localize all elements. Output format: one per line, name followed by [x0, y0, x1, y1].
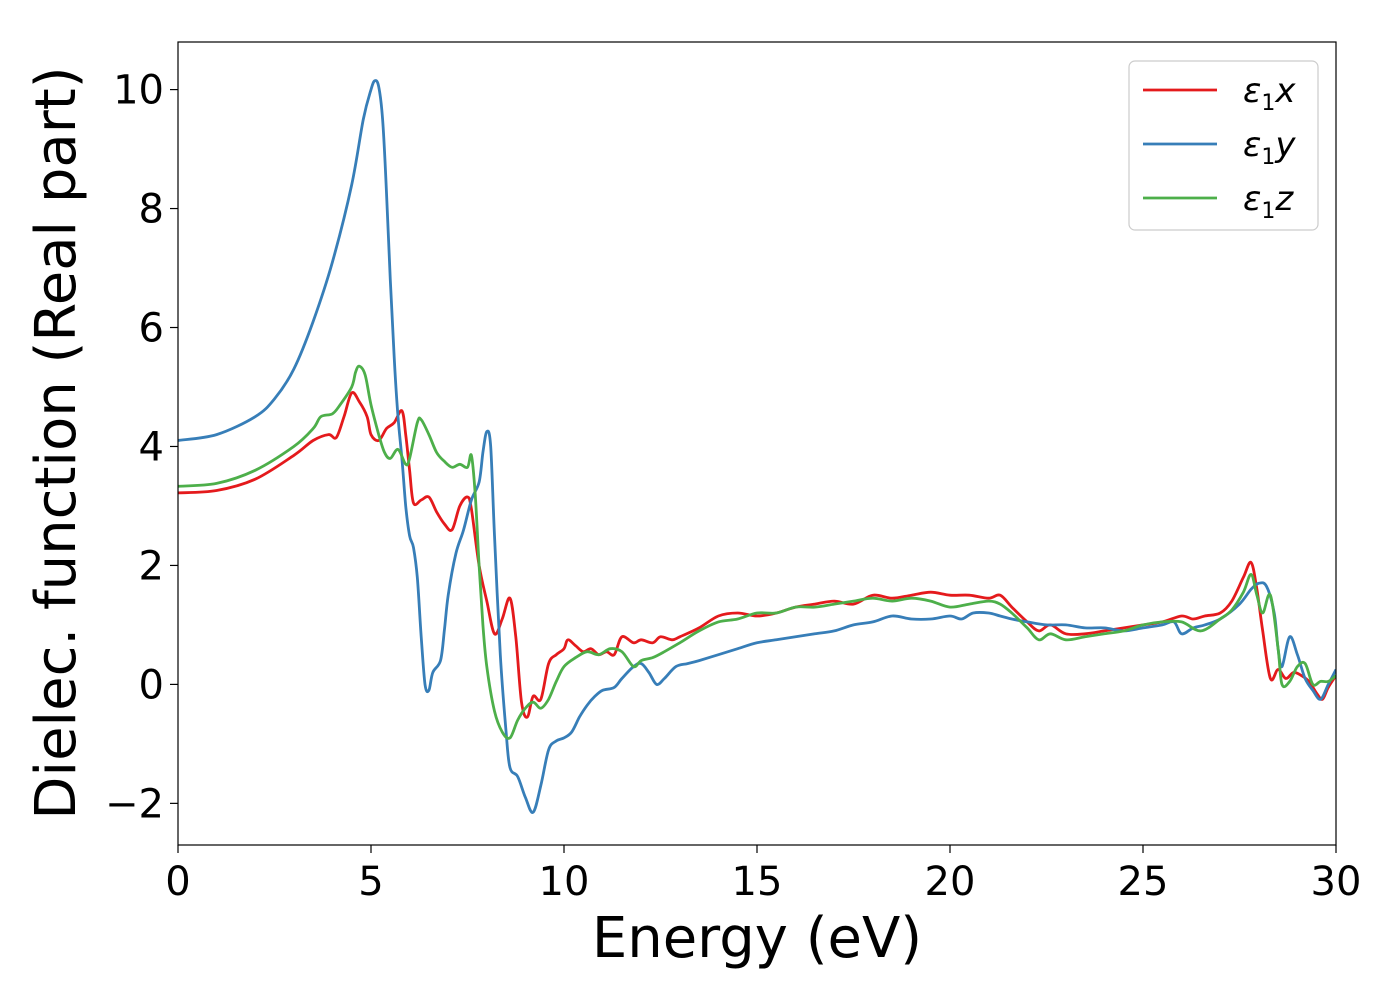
- legend-label-y: ε1y: [1243, 125, 1296, 170]
- legend-subscript: 1: [1261, 91, 1275, 116]
- y-tick-label: 6: [139, 306, 164, 352]
- y-tick-label: 10: [113, 68, 164, 114]
- series-line-x: [178, 391, 1336, 719]
- legend-base: ε: [1243, 179, 1261, 219]
- y-axis: −2 0 2 4 6 8 10: [105, 68, 178, 827]
- x-tick-label: 15: [732, 859, 783, 905]
- legend-tail: z: [1274, 179, 1294, 219]
- legend-label-x: ε1x: [1243, 71, 1296, 116]
- legend-label-z: ε1z: [1243, 179, 1294, 224]
- y-tick-label: 0: [139, 662, 164, 708]
- x-axis-title: Energy (eV): [592, 906, 922, 971]
- legend-base: ε: [1243, 71, 1261, 111]
- x-tick-label: 30: [1311, 859, 1362, 905]
- legend-tail: y: [1274, 125, 1296, 165]
- x-tick-label: 20: [925, 859, 976, 905]
- y-tick-label: −2: [105, 781, 164, 827]
- legend-box: [1128, 60, 1319, 231]
- y-tick-label: 4: [139, 424, 164, 470]
- legend-subscript: 1: [1261, 199, 1275, 224]
- legend-subscript: 1: [1261, 145, 1275, 170]
- y-tick-label: 2: [139, 543, 164, 589]
- legend-tail: x: [1274, 71, 1296, 111]
- x-tick-label: 10: [539, 859, 590, 905]
- series-line-z: [178, 364, 1336, 740]
- series-layer: [178, 79, 1336, 814]
- x-tick-label: 0: [165, 859, 190, 905]
- y-tick-label: 8: [139, 187, 164, 233]
- y-axis-title: Dielec. function (Real part): [24, 66, 89, 819]
- x-tick-label: 25: [1118, 859, 1169, 905]
- legend-base: ε: [1243, 125, 1261, 165]
- x-axis: 0 5 10 15 20 25 30: [165, 845, 1361, 905]
- x-tick-label: 5: [358, 859, 383, 905]
